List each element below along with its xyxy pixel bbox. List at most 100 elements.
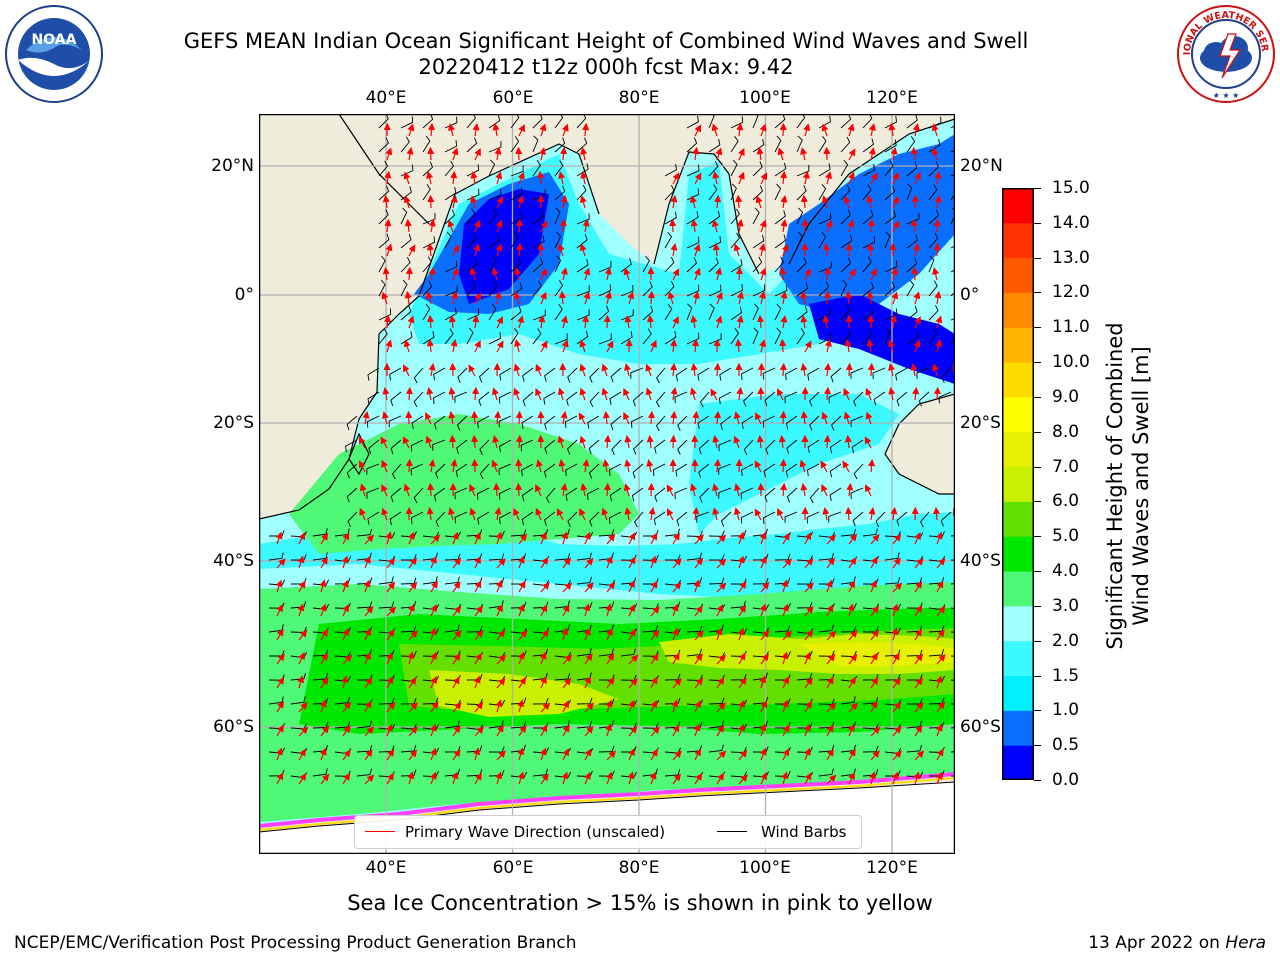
wave-direction-arrow [848,702,859,713]
wind-barb [444,260,458,273]
wind-barb [884,185,896,201]
wave-direction-arrow [558,171,566,185]
wave-direction-arrow [557,243,565,257]
wind-barb [818,183,827,201]
wave-direction-arrow [425,412,432,425]
wind-barb [521,415,534,429]
wind-barb [818,768,834,777]
wave-direction-arrow [694,534,704,545]
wind-barb [390,391,402,407]
wave-direction-arrow [539,747,547,761]
wind-barb [532,160,541,177]
wind-barb [675,367,688,382]
wave-direction-arrow [738,774,749,785]
wave-direction-arrow [474,726,485,737]
wave-direction-arrow [469,484,476,497]
wind-barb [457,367,468,383]
wave-direction-arrow [822,242,831,257]
wave-direction-arrow [891,603,899,617]
wave-direction-arrow [843,411,851,425]
wave-direction-arrow [579,508,586,521]
wave-direction-arrow [474,580,482,593]
wind-barb [589,511,600,527]
wind-barb [510,305,522,321]
wind-barb [696,511,710,523]
wave-direction-arrow [341,675,349,689]
wave-direction-arrow [582,219,590,233]
wave-direction-arrow [515,482,523,497]
wave-direction-arrow [624,459,632,473]
wind-barb [785,415,798,430]
wave-direction-arrow [892,533,902,545]
wave-direction-arrow [556,508,564,521]
wave-direction-arrow [756,434,764,449]
wind-barb [718,487,732,499]
wind-barb [806,511,820,524]
wave-direction-arrow [364,749,373,761]
wave-direction-arrow [826,557,835,569]
colorbar-tick-mark [1034,675,1041,677]
wind-barb [818,163,831,177]
wave-direction-arrow [713,362,721,377]
wind-barb [699,487,710,503]
wave-direction-arrow [800,147,808,161]
wave-direction-arrow [298,726,309,737]
wave-direction-arrow [406,147,414,161]
wave-direction-arrow [471,434,479,449]
wave-direction-arrow [690,362,698,377]
wave-direction-arrow [870,605,879,617]
wind-barb [444,140,458,153]
wave-direction-arrow [733,243,741,257]
wave-direction-arrows [275,122,955,785]
wave-direction-arrow [779,410,787,425]
wave-direction-arrow [469,267,477,281]
wave-direction-arrow [578,412,586,425]
wave-direction-arrow [447,219,455,233]
wind-barb [422,303,431,321]
wave-direction-arrow [385,243,393,257]
wind-barb [752,207,760,225]
wind-barb [611,439,622,455]
wind-barb [752,256,763,273]
wave-direction-arrow [912,123,920,137]
wave-direction-arrow [496,750,506,761]
wave-direction-arrow [803,123,811,137]
wave-direction-arrow [694,748,701,761]
colorbar-segment [1002,257,1034,293]
wave-direction-arrow [363,579,371,593]
wind-barb [941,367,952,383]
wind-barb [410,463,424,476]
wave-direction-arrow [624,315,632,329]
wind-barb [378,185,390,201]
wave-direction-arrow [358,436,366,449]
wave-direction-arrow [579,243,587,257]
wind-barb [719,367,732,381]
wave-direction-arrow [804,557,814,569]
wave-band-0-0.5m [459,189,549,304]
wind-barb [697,367,710,381]
wave-direction-arrow [603,314,611,329]
wind-barb [654,487,666,503]
wave-direction-arrow [429,723,437,737]
wind-barb [498,391,512,404]
wind-barb [708,184,718,201]
wave-direction-arrow [471,386,480,401]
wave-direction-arrow [403,483,411,497]
wave-direction-arrow [826,748,834,761]
wave-direction-arrow [358,460,366,473]
colorbar-tick-mark [1034,188,1041,189]
wind-barb [346,487,358,503]
wind-barb [906,279,915,297]
wind-barb [521,463,534,477]
wind-barb [774,183,782,201]
wave-direction-arrow [914,653,924,665]
wind-barb [488,141,502,153]
wave-direction-arrow [492,435,500,449]
wave-direction-arrow [558,459,566,473]
wave-direction-arrow [429,627,437,641]
wave-direction-arrow [535,507,543,521]
wave-direction-arrow [865,411,873,425]
wind-barb [674,391,688,404]
wave-direction-arrow [670,387,678,401]
wave-direction-arrow [474,701,484,713]
